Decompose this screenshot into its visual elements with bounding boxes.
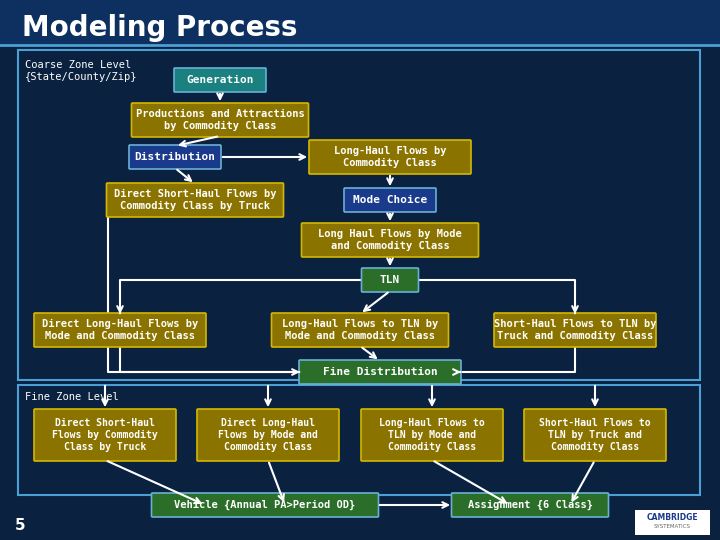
FancyBboxPatch shape — [494, 313, 656, 347]
Text: Direct Long-Haul Flows by
Mode and Commodity Class: Direct Long-Haul Flows by Mode and Commo… — [42, 319, 198, 341]
Text: Coarse Zone Level
{State/County/Zip}: Coarse Zone Level {State/County/Zip} — [25, 60, 138, 82]
FancyBboxPatch shape — [299, 360, 461, 384]
Text: SYSTEMATICS: SYSTEMATICS — [654, 523, 690, 529]
Text: Fine Zone Level: Fine Zone Level — [25, 392, 119, 402]
Bar — [635, 510, 710, 535]
FancyBboxPatch shape — [151, 493, 379, 517]
FancyBboxPatch shape — [309, 140, 471, 174]
Text: Long Haul Flows by Mode
and Commodity Class: Long Haul Flows by Mode and Commodity Cl… — [318, 229, 462, 251]
Text: Direct Short-Haul
Flows by Commodity
Class by Truck: Direct Short-Haul Flows by Commodity Cla… — [52, 418, 158, 451]
Text: Distribution: Distribution — [135, 152, 215, 162]
Text: Short-Haul Flows to
TLN by Truck and
Commodity Class: Short-Haul Flows to TLN by Truck and Com… — [539, 418, 651, 451]
Text: Vehicle {Annual PA>Period OD}: Vehicle {Annual PA>Period OD} — [174, 500, 356, 510]
Bar — [18, 50, 700, 380]
FancyBboxPatch shape — [107, 183, 284, 217]
Bar — [18, 385, 700, 495]
Text: Direct Short-Haul Flows by
Commodity Class by Truck: Direct Short-Haul Flows by Commodity Cla… — [114, 189, 276, 211]
FancyBboxPatch shape — [129, 145, 221, 169]
Bar — [0, 0, 720, 45]
FancyBboxPatch shape — [302, 223, 479, 257]
FancyBboxPatch shape — [344, 188, 436, 212]
Text: Assignment {6 Class}: Assignment {6 Class} — [467, 500, 593, 510]
FancyBboxPatch shape — [271, 313, 449, 347]
Text: Fine Distribution: Fine Distribution — [323, 367, 437, 377]
Text: Modeling Process: Modeling Process — [22, 14, 297, 42]
FancyBboxPatch shape — [361, 268, 418, 292]
FancyBboxPatch shape — [197, 409, 339, 461]
Text: Mode Choice: Mode Choice — [353, 195, 427, 205]
FancyBboxPatch shape — [174, 68, 266, 92]
Text: Long-Haul Flows to
TLN by Mode and
Commodity Class: Long-Haul Flows to TLN by Mode and Commo… — [379, 418, 485, 451]
Text: 5: 5 — [15, 517, 26, 532]
FancyBboxPatch shape — [524, 409, 666, 461]
Text: Short-Haul Flows to TLN by
Truck and Commodity Class: Short-Haul Flows to TLN by Truck and Com… — [494, 319, 656, 341]
FancyBboxPatch shape — [451, 493, 608, 517]
Text: CAMBRIDGE: CAMBRIDGE — [646, 514, 698, 523]
FancyBboxPatch shape — [132, 103, 308, 137]
Text: Long-Haul Flows to TLN by
Mode and Commodity Class: Long-Haul Flows to TLN by Mode and Commo… — [282, 319, 438, 341]
Text: TLN: TLN — [380, 275, 400, 285]
Text: Long-Haul Flows by
Commodity Class: Long-Haul Flows by Commodity Class — [334, 146, 446, 168]
Text: Direct Long-Haul
Flows by Mode and
Commodity Class: Direct Long-Haul Flows by Mode and Commo… — [218, 418, 318, 451]
Text: Generation: Generation — [186, 75, 253, 85]
FancyBboxPatch shape — [361, 409, 503, 461]
FancyBboxPatch shape — [34, 409, 176, 461]
FancyBboxPatch shape — [34, 313, 206, 347]
Text: Productions and Attractions
by Commodity Class: Productions and Attractions by Commodity… — [135, 109, 305, 131]
